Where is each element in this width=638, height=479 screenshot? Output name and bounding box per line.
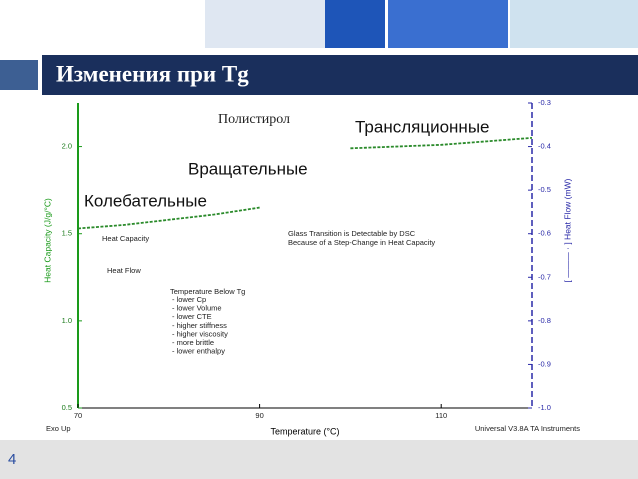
annotation: - more brittle: [172, 338, 214, 347]
annotation: - higher viscosity: [172, 329, 228, 338]
y2-tick-label: -1.0: [538, 403, 551, 412]
x-axis-label: Temperature (°C): [270, 426, 339, 436]
y2-tick-label: -0.5: [538, 185, 551, 194]
annotation: Glass Transition is Detectable by DSC: [288, 229, 416, 238]
y2-tick-label: -0.7: [538, 272, 551, 281]
annotation: Трансляционные: [355, 117, 490, 136]
y2-tick-label: -0.3: [538, 98, 551, 107]
y-axis-label: Heat Capacity (J/g/°C): [42, 198, 52, 283]
y-tick-label: 1.5: [62, 229, 72, 238]
y2-tick-label: -0.8: [538, 316, 551, 325]
series-line: [77, 136, 533, 230]
annotation: - lower Cp: [172, 295, 206, 304]
annotation: Колебательные: [84, 191, 207, 210]
y2-tick-label: -0.6: [538, 229, 551, 238]
y-tick-label: 0.5: [62, 403, 72, 412]
y2-tick-label: -0.4: [538, 142, 551, 151]
annotation: Because of a Step-Change in Heat Capacit…: [288, 238, 435, 247]
annotation: Вращательные: [188, 159, 308, 178]
header-image: [510, 0, 638, 48]
annotation: - higher stiffness: [172, 321, 227, 330]
header-block: [325, 0, 385, 48]
y2-tick-label: -0.9: [538, 359, 551, 368]
y-tick-label: 2.0: [62, 142, 72, 151]
annotation: - lower Volume: [172, 304, 222, 313]
y-tick-label: 1.0: [62, 316, 72, 325]
footer-right: Universal V3.8A TA Instruments: [475, 424, 580, 433]
x-tick-label: 90: [255, 411, 263, 420]
annotation: Полистирол: [218, 112, 290, 127]
footer-bar: [0, 440, 638, 479]
annotation: Temperature Below Tg: [170, 287, 245, 296]
slide-title: Изменения при Tg: [56, 61, 249, 86]
x-tick-label: 70: [74, 411, 82, 420]
annotation: Heat Flow: [107, 266, 141, 275]
x-tick-label: 110: [435, 411, 447, 420]
annotation: - lower CTE: [172, 312, 212, 321]
chart: 70 90 110 0.5 1.0 1.5 2.0 -0.3 -0.4 -0.5 -0.6 -0.7 -…: [42, 98, 580, 436]
annotation: - lower enthalpy: [172, 347, 225, 356]
page-number: 4: [8, 451, 16, 468]
header-block: [388, 0, 508, 48]
annotation: Heat Capacity: [102, 234, 149, 243]
footer-left: Exo Up: [46, 424, 71, 433]
title-accent: [0, 60, 38, 90]
header-band: [0, 0, 205, 48]
title-bar: [42, 55, 638, 95]
header-image: [205, 0, 325, 48]
y2-axis-label: [ ——— · ] Heat Flow (mW): [562, 178, 572, 282]
